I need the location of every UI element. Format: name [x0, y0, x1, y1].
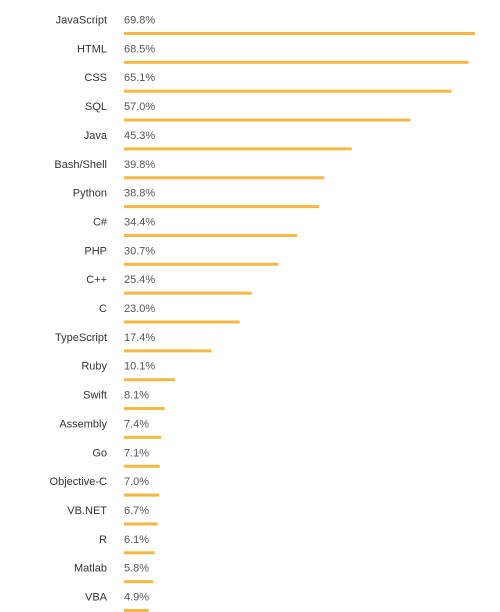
value-label: 7.1% — [124, 447, 149, 459]
bar — [124, 89, 452, 93]
category-label: CSS — [84, 72, 107, 84]
category-label: Bash/Shell — [54, 159, 107, 171]
category-label: VBA — [85, 592, 108, 604]
bar — [124, 147, 352, 151]
value-label: 5.8% — [124, 563, 149, 575]
bar — [124, 551, 155, 555]
value-label: 10.1% — [124, 361, 155, 373]
category-label: PHP — [84, 245, 107, 257]
value-label: 23.0% — [124, 303, 155, 315]
bar — [124, 233, 297, 237]
bar — [124, 320, 240, 324]
bar — [124, 435, 162, 439]
category-label: TypeScript — [55, 332, 107, 344]
category-label: JavaScript — [56, 15, 107, 27]
bar — [124, 291, 252, 295]
value-label: 17.4% — [124, 332, 155, 344]
bar — [124, 609, 149, 612]
bar — [124, 60, 469, 64]
bar — [124, 464, 160, 468]
bar — [124, 176, 325, 180]
category-label: Python — [73, 188, 107, 200]
category-label: Swift — [83, 390, 107, 402]
value-label: 25.4% — [124, 274, 155, 286]
category-label: C — [99, 303, 107, 315]
category-label: Go — [92, 447, 107, 459]
value-label: 39.8% — [124, 159, 155, 171]
category-label: Ruby — [81, 361, 107, 373]
value-label: 6.1% — [124, 534, 149, 546]
category-label: Matlab — [74, 563, 107, 575]
bar — [124, 407, 165, 411]
value-label: 8.1% — [124, 390, 149, 402]
value-label: 34.4% — [124, 216, 155, 228]
bar — [124, 118, 411, 122]
value-label: 57.0% — [124, 101, 155, 113]
bar — [124, 205, 320, 209]
category-label: Assembly — [59, 418, 107, 430]
value-label: 7.0% — [124, 476, 149, 488]
value-label: 7.4% — [124, 418, 149, 430]
value-label: 6.7% — [124, 505, 149, 517]
bar — [124, 580, 154, 584]
bar — [124, 493, 160, 497]
value-label: 65.1% — [124, 72, 155, 84]
bar — [124, 378, 175, 382]
category-label: HTML — [77, 43, 107, 55]
value-label: 69.8% — [124, 15, 155, 27]
value-label: 30.7% — [124, 245, 155, 257]
value-label: 45.3% — [124, 130, 155, 142]
category-label: Java — [84, 130, 108, 142]
value-label: 38.8% — [124, 188, 155, 200]
bar — [124, 522, 158, 526]
bar — [124, 262, 279, 266]
category-label: R — [99, 534, 107, 546]
bar — [124, 32, 475, 35]
category-label: SQL — [85, 101, 107, 113]
category-label: Objective-C — [50, 476, 108, 488]
category-label: VB.NET — [67, 505, 107, 517]
bar — [124, 349, 212, 353]
value-label: 68.5% — [124, 43, 155, 55]
category-label: C++ — [86, 274, 107, 286]
value-label: 4.9% — [124, 592, 149, 604]
category-label: C# — [93, 216, 108, 228]
